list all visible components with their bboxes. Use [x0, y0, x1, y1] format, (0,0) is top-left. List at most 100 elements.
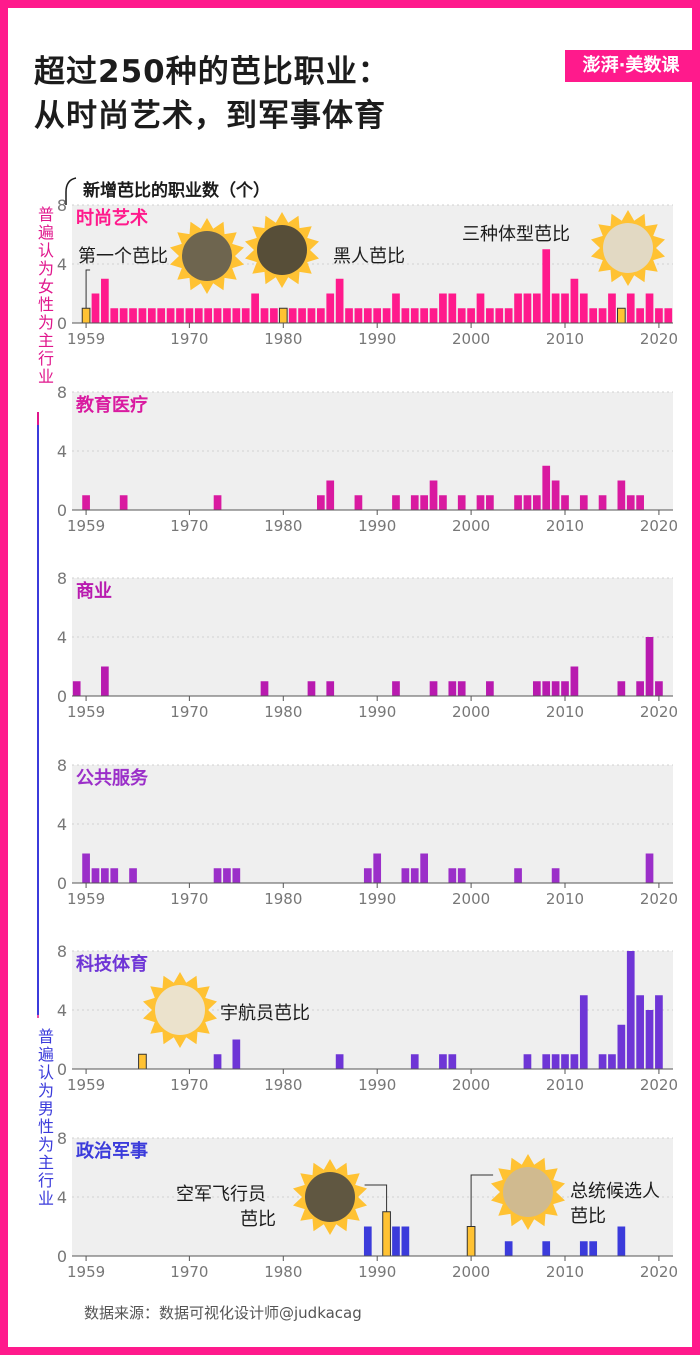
bar-1975 — [232, 1039, 241, 1069]
y-tick-label: 8 — [57, 756, 67, 775]
y-tick-label: 4 — [57, 442, 67, 461]
y-tick-label: 4 — [57, 815, 67, 834]
bar-2002 — [486, 308, 494, 323]
annotation-leader — [85, 269, 91, 309]
bar-1995 — [420, 495, 428, 510]
bar-2017 — [626, 951, 635, 1069]
bar-1989 — [363, 1226, 372, 1256]
bar-1961 — [101, 666, 109, 696]
bar-1992 — [392, 681, 400, 696]
bar-2006 — [523, 293, 532, 323]
x-tick-label: 1980 — [264, 1263, 302, 1281]
bar-1959 — [82, 853, 90, 883]
brand-logo: 澎湃·美数课 — [565, 50, 692, 82]
x-tick-label: 2010 — [546, 890, 584, 908]
bar-1980 — [278, 307, 288, 324]
bar-2016 — [617, 1226, 626, 1256]
x-tick-label: 2020 — [640, 1263, 678, 1281]
bar-1984 — [317, 495, 325, 510]
x-tick-label: 2000 — [452, 330, 490, 348]
bar-2004 — [504, 1241, 513, 1256]
bar-1995 — [420, 853, 428, 883]
bar-2016 — [617, 681, 626, 696]
panel-title: 教育医疗 — [76, 394, 148, 416]
bar-1975 — [232, 308, 241, 323]
chart-panel-4: 0 4 8 公共服务 1959 1970 1980 1990 2000 2010 2020 — [57, 756, 678, 908]
bar-1972 — [204, 308, 213, 323]
chart-panel-2: 0 4 8 教育医疗 1959 1970 1980 1990 2000 2010 2020 — [57, 383, 678, 535]
bar-1998 — [448, 1054, 457, 1069]
x-tick-label: 2020 — [640, 330, 678, 348]
bar-1965 — [138, 308, 147, 323]
bar-2008 — [542, 1054, 551, 1069]
x-tick-label: 1990 — [358, 1076, 396, 1094]
bar-1993 — [401, 868, 410, 883]
bar-2010 — [561, 495, 569, 510]
bar-1978 — [260, 681, 269, 696]
chart-panel-3: 0 4 8 商业 1959 1970 1980 1990 2000 2010 2020 — [57, 569, 678, 721]
x-tick-label: 2020 — [640, 517, 678, 535]
bar-1960 — [91, 868, 100, 883]
bar-2019 — [645, 637, 654, 696]
panel-title: 科技体育 — [76, 953, 148, 975]
bar-1996 — [429, 480, 438, 510]
x-tick-label: 1980 — [264, 703, 302, 721]
bar-1974 — [223, 308, 231, 323]
bar-2008 — [542, 1241, 551, 1256]
y-tick-label: 4 — [57, 255, 67, 274]
annotation-label: 宇航员芭比 — [220, 1003, 310, 1024]
bar-1978 — [260, 308, 269, 323]
bar-2016 — [617, 1024, 626, 1069]
bar-2021 — [664, 308, 673, 323]
bar-2009 — [551, 1054, 560, 1069]
side-label-female: 普遍认为女性为主行业 — [37, 205, 54, 386]
bar-1965 — [138, 1053, 147, 1070]
y-tick-label: 0 — [57, 1060, 67, 1079]
bar-1973 — [213, 308, 222, 323]
bar-2011 — [570, 278, 579, 323]
bar-1975 — [232, 868, 241, 883]
bar-2019 — [645, 1010, 654, 1069]
x-tick-label: 1980 — [264, 1076, 302, 1094]
bar-2015 — [608, 1054, 616, 1069]
bar-2014 — [598, 1054, 607, 1069]
bar-2019 — [645, 853, 654, 883]
infographic-page: 超过250种的芭比职业： 从时尚艺术，到军事体育 澎湃·美数课 新增芭比的职业数… — [8, 8, 692, 1347]
x-tick-label: 1970 — [170, 517, 208, 535]
bar-1984 — [317, 308, 325, 323]
bar-1982 — [298, 308, 306, 323]
x-tick-label: 1970 — [170, 1076, 208, 1094]
annotation-label: 空军飞行员 — [176, 1184, 266, 1205]
x-tick-label: 2000 — [452, 703, 490, 721]
y-tick-label: 4 — [57, 1188, 67, 1207]
annotation-label: 第一个芭比 — [78, 246, 168, 267]
bar-2012 — [579, 995, 588, 1069]
y-axis-heading: 新增芭比的职业数（个） — [83, 181, 270, 201]
chart-panel-5: 0 4 8 科技体育 1959 1970 1980 1990 2000 2010 2020 宇航员芭比 — [57, 942, 678, 1094]
chart-panel-1: 0 4 8 时尚艺术 1959 1970 1980 1990 2000 2010 2020 第一个芭比… — [57, 196, 678, 348]
bar-2007 — [532, 495, 541, 510]
y-tick-label: 8 — [57, 569, 67, 588]
bar-2005 — [514, 495, 522, 510]
x-tick-label: 2020 — [640, 890, 678, 908]
bar-2017 — [626, 495, 635, 510]
bar-1994 — [410, 868, 419, 883]
bar-1992 — [392, 495, 400, 510]
bar-1981 — [288, 308, 297, 323]
bar-1985 — [326, 480, 335, 510]
bar-1979 — [270, 308, 278, 323]
bar-1961 — [101, 868, 109, 883]
bar-1959 — [82, 495, 90, 510]
bar-2018 — [636, 995, 644, 1069]
bar-2004 — [504, 308, 513, 323]
y-tick-label: 4 — [57, 1001, 67, 1020]
bar-1973 — [213, 868, 222, 883]
y-tick-label: 0 — [57, 314, 67, 333]
bar-1986 — [335, 278, 344, 323]
bar-2016 — [617, 307, 626, 324]
x-tick-label: 1990 — [358, 703, 396, 721]
y-tick-label: 8 — [57, 196, 67, 215]
bar-1973 — [213, 1054, 222, 1069]
annotation-leader — [470, 1174, 494, 1227]
x-tick-label: 2020 — [640, 703, 678, 721]
